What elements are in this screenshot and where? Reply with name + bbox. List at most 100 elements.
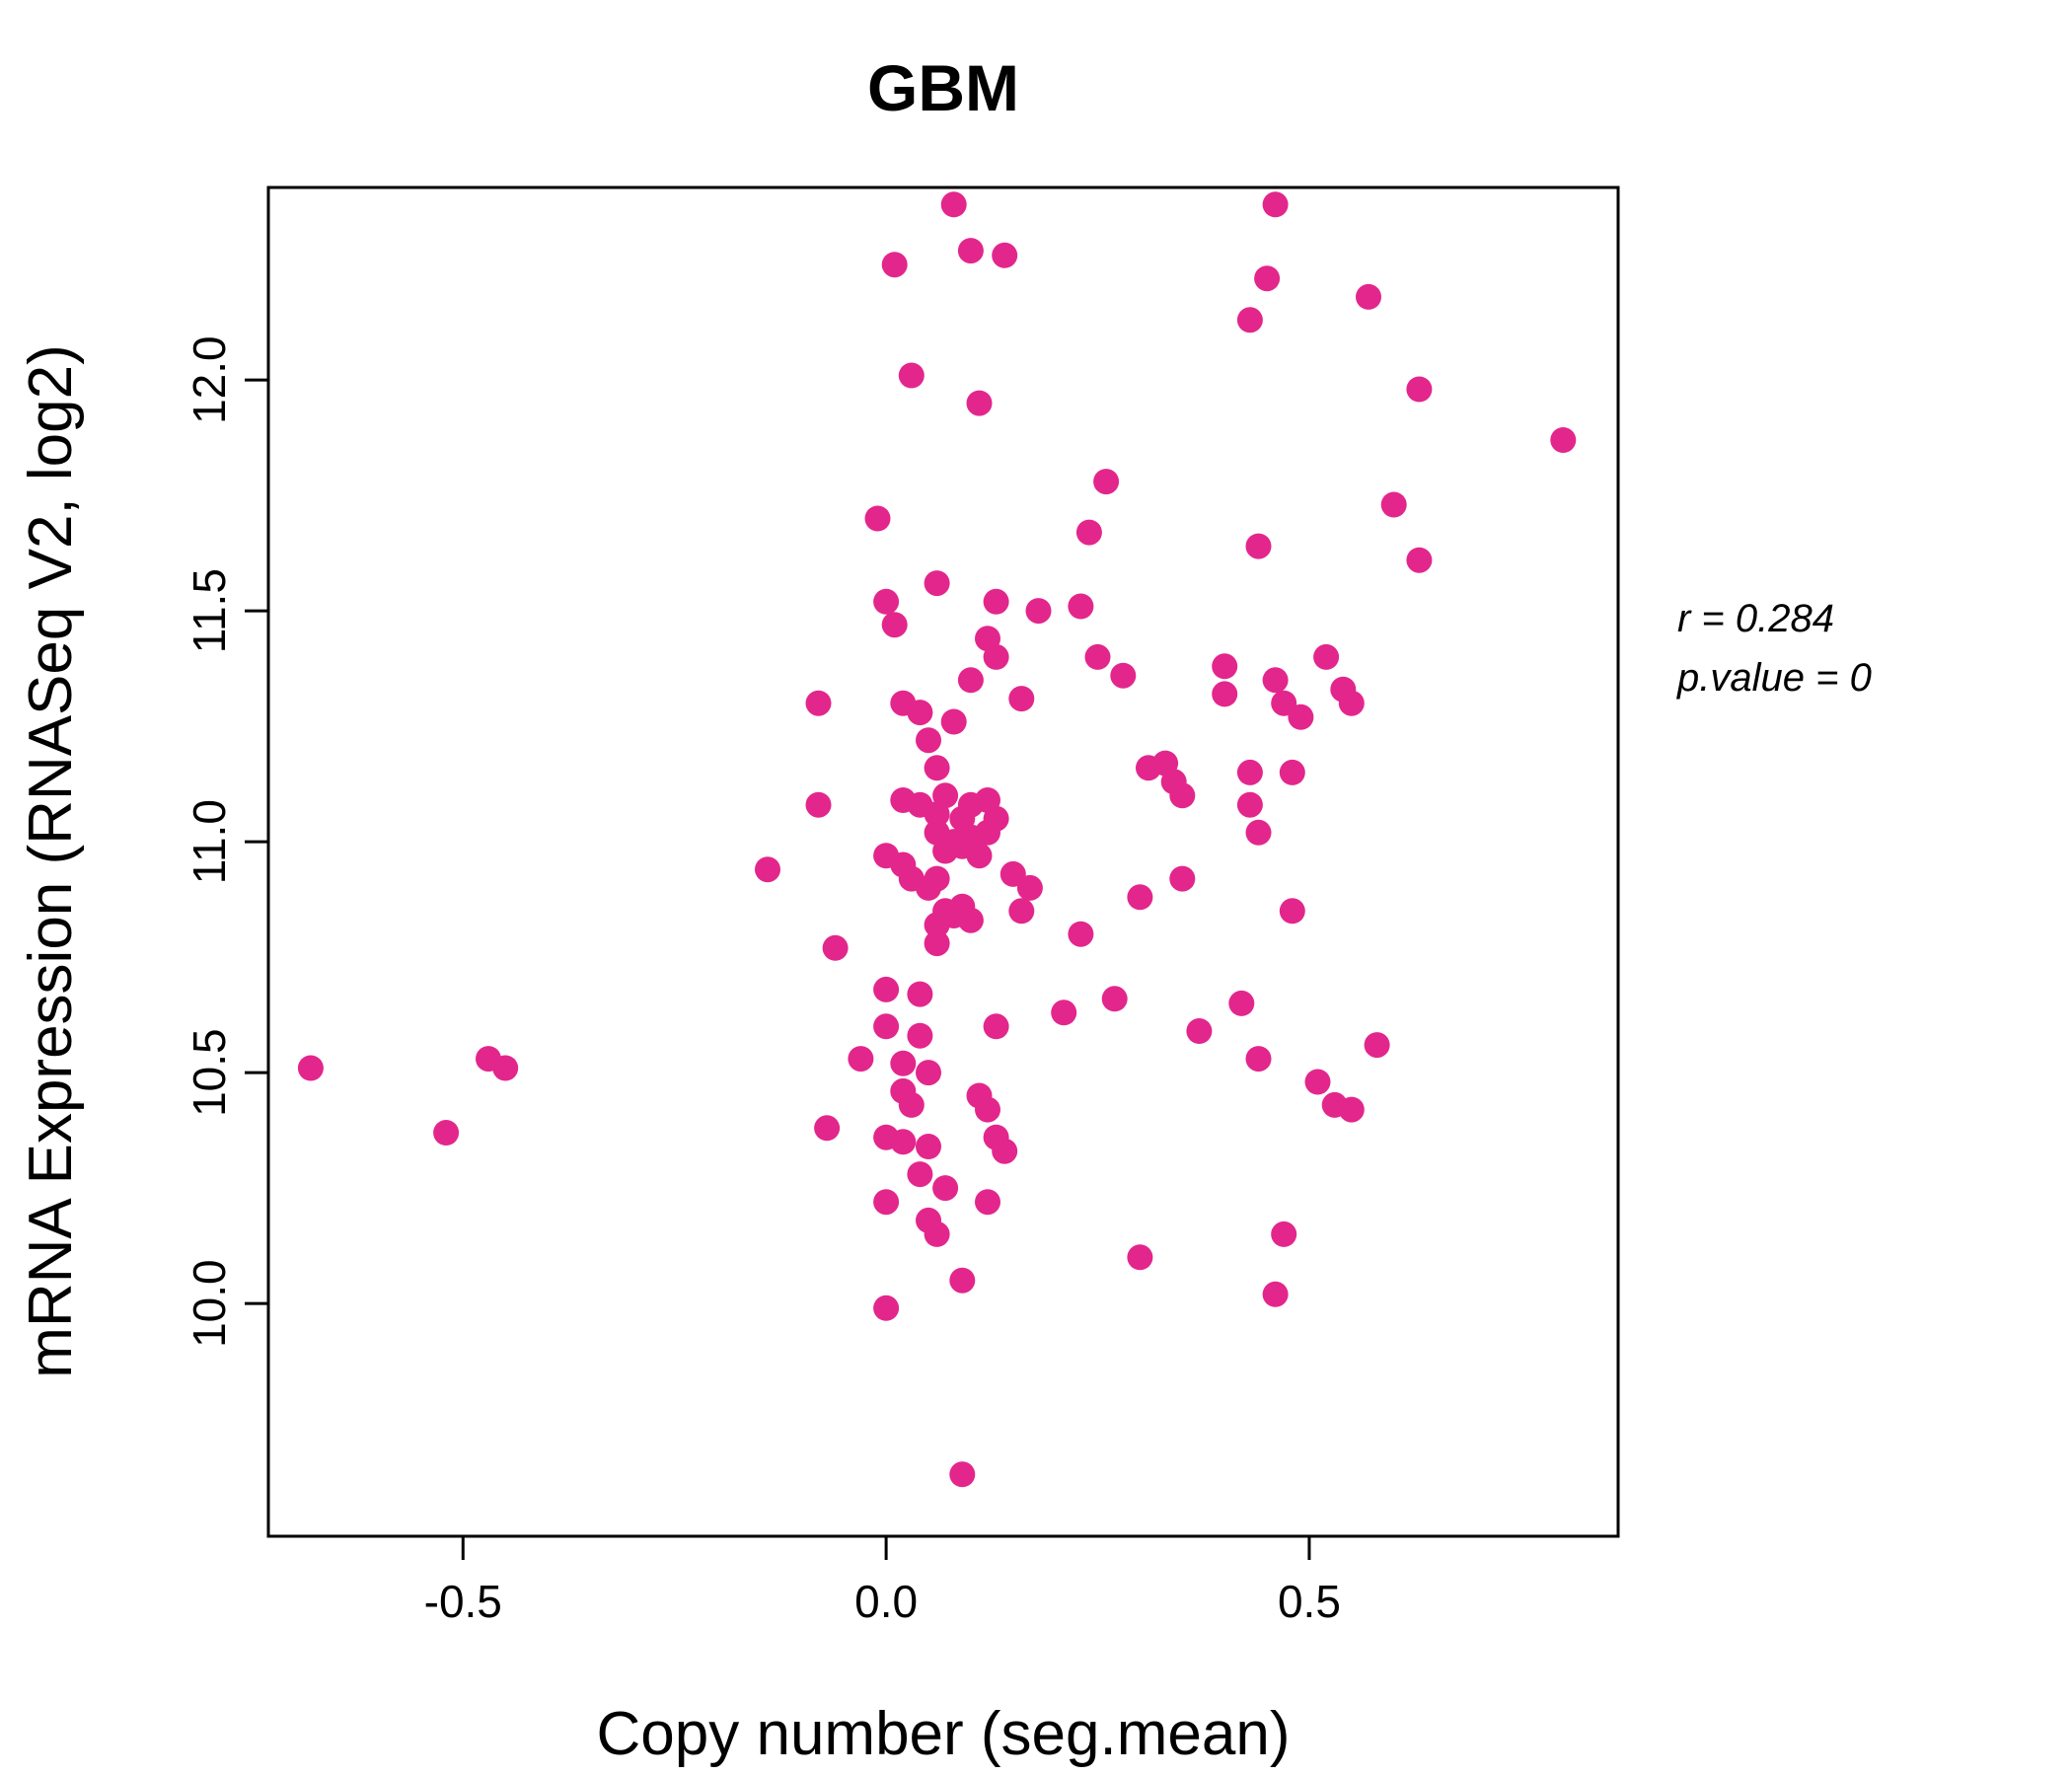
data-point [907,981,933,1007]
data-point [1101,986,1128,1012]
data-point [992,242,1018,268]
data-point [940,708,967,735]
data-point [1262,667,1289,694]
axis-tick-labels: -0.5 0.0 0.5 10.0 10.5 11.0 11.5 12.0 [184,335,1341,1627]
data-point [1254,265,1281,292]
y-tick-label: 10.0 [184,1259,235,1348]
data-point [966,390,993,416]
data-point [873,1295,900,1321]
data-point [898,362,925,389]
data-point [924,801,950,828]
data-point [907,1022,933,1049]
data-point [1025,598,1052,625]
data-point [864,505,891,532]
data-point [898,1091,925,1118]
data-point [992,1138,1018,1164]
data-point [873,1013,900,1040]
data-point [924,930,950,957]
data-point [805,791,832,818]
data-point [890,1050,917,1076]
data-point [1212,681,1238,707]
data-point [881,252,908,278]
data-point [1380,491,1407,518]
plot-frame [266,185,1620,1538]
data-point [1186,1018,1213,1044]
data-point [975,1189,1000,1216]
data-point [1110,662,1137,689]
data-point [1136,755,1161,781]
data-point [1364,1032,1390,1059]
data-point [1279,898,1305,925]
data-point [924,755,950,781]
data-point [1068,921,1094,947]
data-point [907,700,933,726]
x-axis-label: Copy number (seg.mean) [597,1700,1291,1768]
data-point [1016,874,1043,901]
data-point [1245,819,1272,846]
data-point [966,843,993,869]
y-tick-label: 11.0 [184,799,235,884]
data-point [1262,191,1289,218]
data-point [1068,593,1094,620]
annotation-r-value: r = 0.284 [1677,597,1834,640]
data-point [957,667,984,694]
axis-ticks [245,378,1311,1560]
data-point [1008,686,1035,712]
data-point [1236,791,1263,818]
data-point [1245,1046,1272,1073]
data-point [890,1129,917,1155]
data-point [1271,690,1297,716]
data-point [1127,1244,1153,1271]
data-point [433,1120,460,1146]
x-tick-label: 0.0 [854,1576,918,1627]
data-point [822,934,849,961]
data-point [1127,884,1153,911]
y-tick-label: 12.0 [184,335,235,424]
data-point [932,1175,959,1202]
y-axis-label: mRNA Expression (RNASeq V2, log2) [17,344,85,1378]
data-point [492,1055,519,1081]
data-point [949,1267,976,1294]
data-point [940,191,967,218]
data-point [907,1161,933,1188]
data-point [873,588,900,615]
data-point [297,1055,324,1081]
data-point [1169,865,1196,892]
data-point [957,907,984,933]
data-point [1304,1069,1331,1095]
data-point [1356,283,1381,310]
data-point [916,727,941,754]
x-tick-label: 0.5 [1278,1576,1341,1627]
data-point [924,1221,950,1247]
data-point [848,1046,874,1073]
y-tick-label: 10.5 [184,1028,235,1117]
data-point [1228,990,1255,1016]
data-point [1406,376,1433,403]
data-point [1169,782,1196,809]
chart-title: GBM [867,51,1019,124]
data-point [1550,427,1577,453]
data-point [983,1013,1009,1040]
y-tick-label: 11.5 [184,568,235,653]
data-point [873,976,900,1002]
data-point [983,588,1009,615]
x-tick-label: -0.5 [424,1576,502,1627]
data-point [1288,703,1314,730]
data-point [1236,307,1263,333]
data-point [814,1115,841,1142]
data-point [1051,999,1077,1026]
data-point [1338,690,1365,716]
data-point [1406,547,1433,573]
data-point [932,838,959,864]
data-point [1008,898,1035,925]
data-point [1279,759,1305,785]
data-points [297,191,1577,1488]
data-point [983,643,1009,670]
data-point [805,690,832,716]
data-point [1262,1281,1289,1307]
data-point [1075,519,1102,546]
data-point [881,612,908,638]
data-point [916,1060,941,1086]
